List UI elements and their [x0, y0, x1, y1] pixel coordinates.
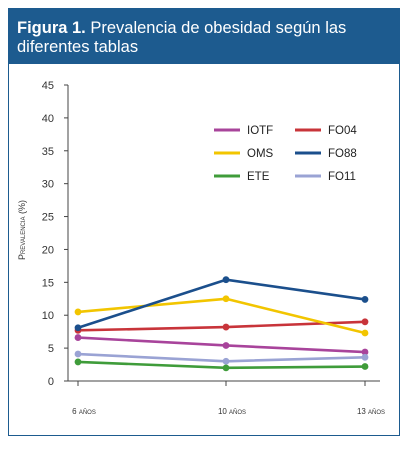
chart-legend: IOTF FO04 OMS FO88 ETE FO11 [214, 125, 357, 183]
legend-label-ete: ETE [247, 171, 270, 183]
legend-label-oms: OMS [247, 148, 274, 160]
data-point-ete [222, 364, 230, 372]
x-axis-ticks: 6 años 10 años 13 años [72, 381, 385, 416]
data-point-ete [361, 363, 369, 370]
figure-number: Figura 1. [17, 19, 86, 37]
y-tick-label: 20 [42, 244, 54, 256]
data-point-fo88 [74, 324, 82, 332]
x-tick-label: 10 años [218, 407, 246, 416]
legend-label-fo88: FO88 [328, 148, 357, 160]
y-tick-label: 10 [42, 310, 54, 322]
legend-label-fo04: FO04 [328, 125, 357, 137]
data-point-fo11 [222, 357, 230, 365]
data-point-fo88 [222, 276, 230, 284]
y-tick-label: 25 [42, 212, 54, 224]
data-point-oms [74, 308, 82, 316]
y-tick-label: 30 [42, 179, 54, 191]
y-tick-label: 15 [42, 277, 54, 289]
y-tick-label: 40 [42, 113, 54, 125]
data-point-fo88 [361, 296, 369, 303]
x-tick-label: 6 años [72, 407, 96, 416]
data-point-fo04 [361, 318, 369, 326]
y-axis-label: Prevalencia (%) [17, 200, 27, 260]
chart-axes [67, 85, 380, 382]
data-point-iotf [74, 334, 82, 341]
data-point-fo11 [74, 350, 82, 358]
series-line-iotf [77, 336, 366, 354]
y-tick-label: 35 [42, 146, 54, 158]
x-tick-label: 13 años [357, 407, 385, 416]
series-line-ete [77, 360, 366, 370]
y-tick-label: 45 [42, 80, 54, 92]
series-line-fo11 [77, 352, 366, 363]
legend-label-iotf: IOTF [247, 125, 273, 137]
y-tick-label: 5 [48, 343, 54, 355]
data-point-iotf [222, 342, 230, 349]
legend-label-fo11: FO11 [328, 171, 356, 183]
chart-series [74, 276, 369, 372]
data-point-fo04 [222, 323, 230, 331]
y-tick-label: 0 [48, 376, 54, 388]
series-line-fo88 [77, 278, 366, 329]
figure-title: Prevalencia de obesidad según las difere… [17, 19, 347, 56]
figure-header: Figura 1. Prevalencia de obesidad según … [9, 9, 399, 64]
figure-panel: Figura 1. Prevalencia de obesidad según … [8, 8, 400, 436]
data-point-iotf [361, 348, 369, 356]
y-axis-ticks: 0 5 10 15 20 25 30 35 40 45 [42, 80, 68, 388]
data-point-ete [74, 358, 82, 366]
data-point-fo11 [361, 353, 369, 361]
data-point-oms [361, 329, 369, 337]
data-point-oms [222, 295, 230, 303]
